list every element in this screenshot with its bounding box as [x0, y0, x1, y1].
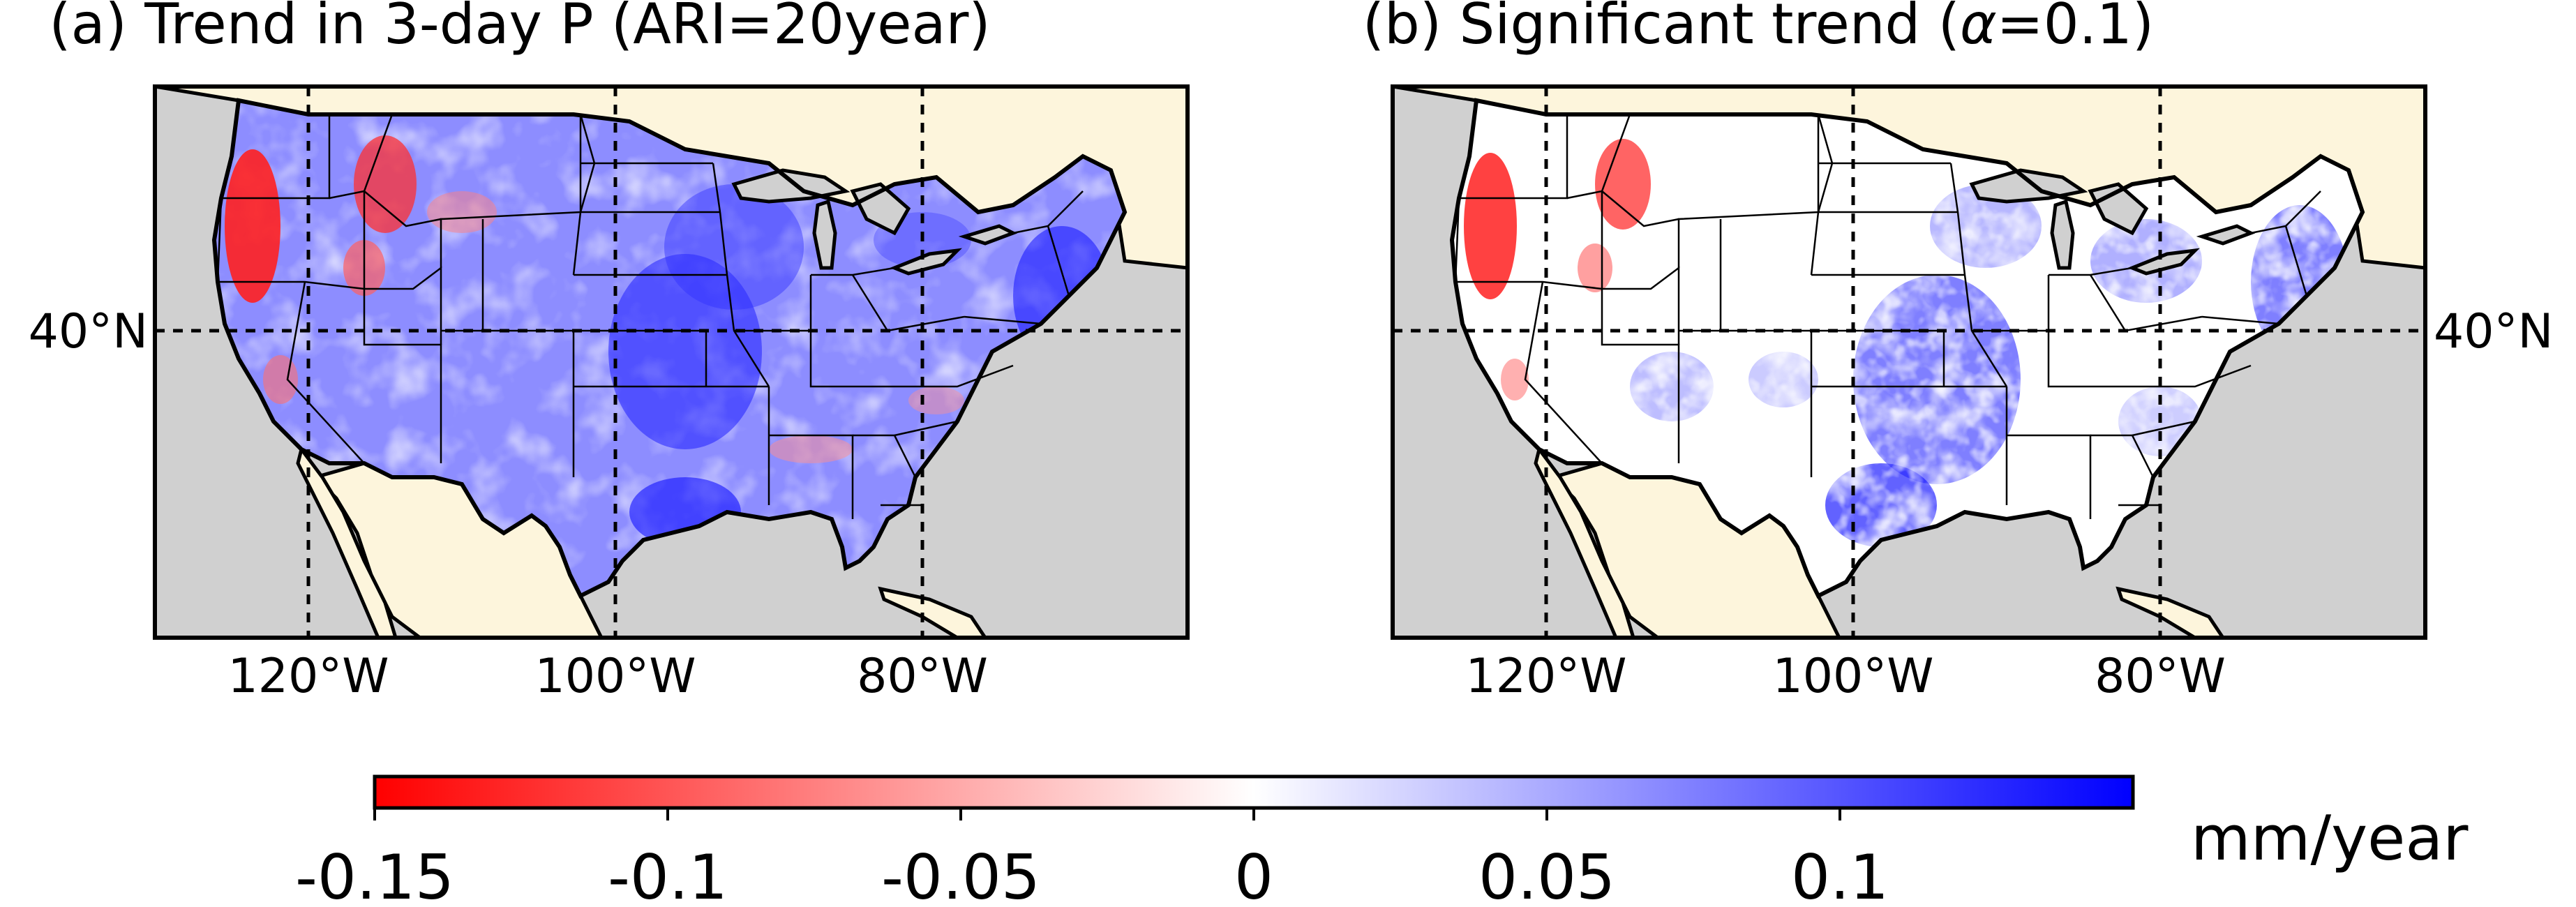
colorbar-tick-label: 0.1 [1791, 841, 1889, 907]
panel-b-frame [1391, 84, 2427, 640]
panel-b-title: (b) Significant trend (α=0.1) [1363, 0, 2154, 57]
panel-b-lon-tick-80w: 80°W [2095, 649, 2226, 704]
panel-a-title: (a) Trend in 3-day P (ARI=20year) [49, 0, 990, 57]
panel-b: (b) Significant trend (α=0.1) [1363, 0, 2554, 704]
colorbar-tick-label: -0.1 [608, 841, 728, 907]
panel-a: (a) Trend in 3-day P (ARI=20year) [29, 0, 1190, 704]
colorbar-unit-label: mm/year [2191, 802, 2469, 874]
panel-a-lon-tick-80w: 80°W [857, 649, 988, 704]
panel-a-lon-tick-120w: 120°W [227, 649, 389, 704]
panel-b-state-borders [1454, 113, 2321, 519]
panel-a-gridlines [155, 87, 1188, 638]
colorbar-tick-label: 0.05 [1478, 841, 1615, 907]
panel-a-lat-tick-40n: 40°N [29, 304, 148, 359]
panel-a-lon-tick-100w: 100°W [534, 649, 696, 704]
colorbar-tick-label: 0 [1234, 841, 1273, 907]
panel-b-great-lakes [1969, 168, 2256, 276]
colorbar-gradient [373, 774, 2135, 810]
panel-b-gridlines [1393, 87, 2425, 638]
panel-a-frame [153, 84, 1190, 640]
panel-b-lon-tick-120w: 120°W [1465, 649, 1626, 704]
colorbar-tick-label: -0.15 [295, 841, 454, 907]
panel-b-lon-tick-100w: 100°W [1772, 649, 1933, 704]
panel-b-lat-tick-40n: 40°N [2434, 304, 2553, 359]
colorbar: -0.15 -0.1 -0.05 0 0.05 0.1 mm/year [295, 774, 2469, 907]
colorbar-tick-label: -0.05 [881, 841, 1040, 907]
colorbar-ticks: -0.15 -0.1 -0.05 0 0.05 0.1 [295, 808, 1889, 907]
